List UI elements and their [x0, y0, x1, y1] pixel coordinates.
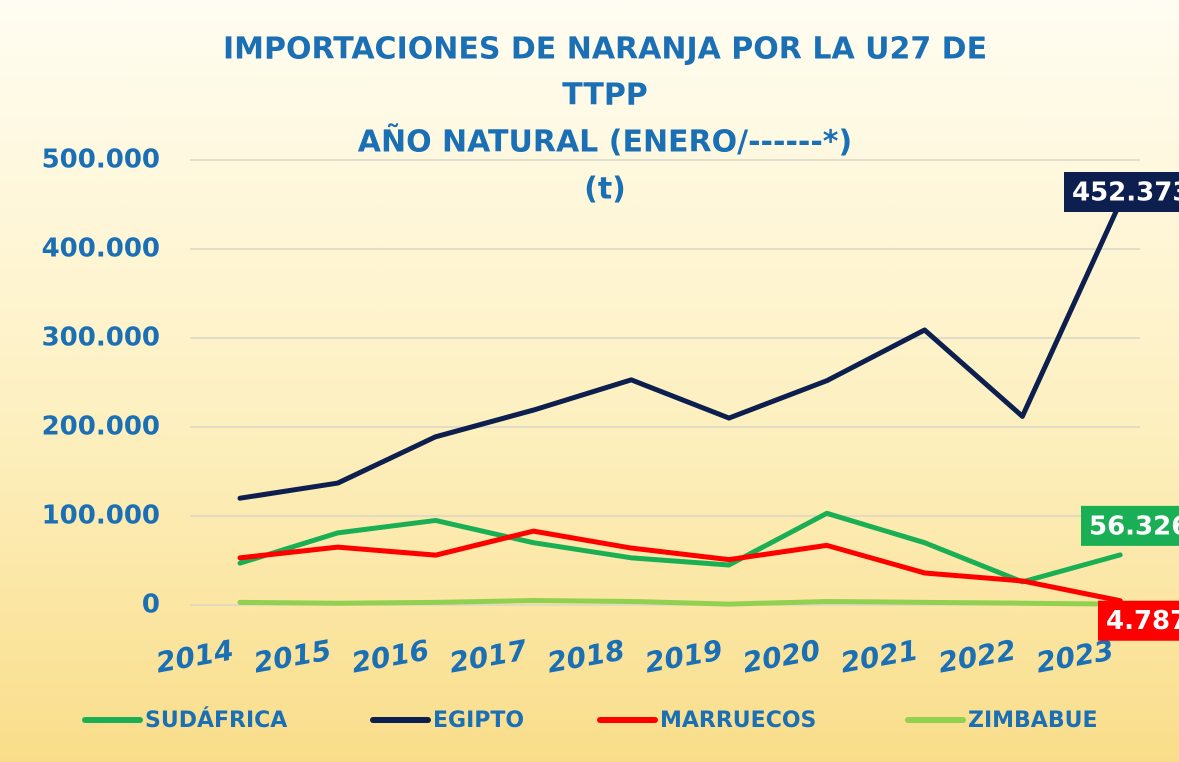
legend-label: ZIMBABUE	[968, 708, 1098, 733]
series-line	[237, 598, 1123, 607]
title-line: AÑO NATURAL (ENERO/------*)	[358, 123, 852, 160]
legend-label: MARRUECOS	[660, 708, 816, 733]
y-tick-label: 400.000	[42, 234, 160, 264]
series-line	[237, 528, 1123, 604]
value-label-box	[1098, 600, 1179, 641]
value-label: 4.787	[1106, 606, 1179, 636]
value-label-box	[1081, 505, 1179, 546]
series-line	[237, 199, 1123, 501]
title-line: (t)	[584, 172, 626, 207]
series-line	[237, 510, 1123, 585]
legend: SUDÁFRICA EGIPTO MARRUECOS ZIMBABUE	[82, 707, 1098, 733]
legend-label: SUDÁFRICA	[145, 707, 287, 733]
y-tick-label: 500.000	[42, 145, 160, 175]
y-tick-label: 0	[142, 590, 160, 620]
y-tick-label: 200.000	[42, 412, 160, 442]
plot: 56.326 452.373 4.787	[237, 172, 1179, 641]
title: IMPORTACIONES DE NARANJA POR LA U27 DE T…	[223, 32, 987, 207]
value-label-box	[1064, 172, 1179, 212]
y-tick-label: 300.000	[42, 323, 160, 353]
title-line: IMPORTACIONES DE NARANJA POR LA U27 DE	[223, 32, 987, 67]
y-tick-label: 100.000	[42, 501, 160, 531]
value-label: 452.373	[1072, 178, 1179, 208]
legend-label: EGIPTO	[433, 708, 524, 733]
value-label: 56.326	[1089, 511, 1179, 541]
title-line: TTPP	[562, 78, 648, 113]
